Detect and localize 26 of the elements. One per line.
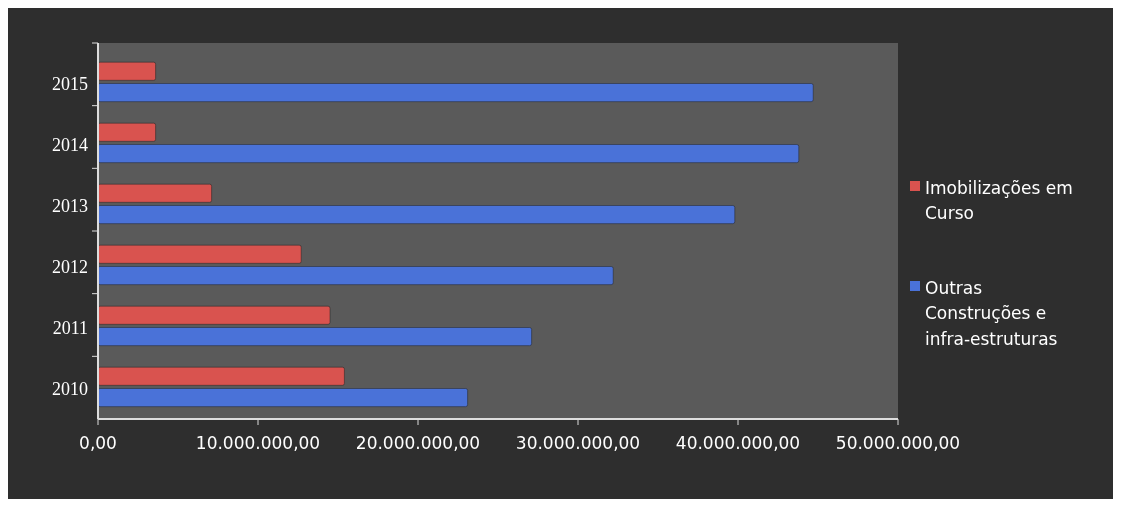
bar xyxy=(97,83,814,102)
x-tick-label: 50.000.000,00 xyxy=(835,433,961,453)
bar xyxy=(97,388,468,407)
bar xyxy=(97,266,614,285)
bar xyxy=(97,183,212,203)
y-tick-label: 2011 xyxy=(52,317,88,338)
x-tick-label: 10.000.000,00 xyxy=(195,433,321,453)
bar xyxy=(97,244,302,264)
y-tick-label: 2014 xyxy=(52,134,88,155)
y-tick-label: 2015 xyxy=(52,73,88,94)
x-tick-label: 20.000.000,00 xyxy=(355,433,481,453)
legend-label: Outras Construções e infra-estruturas xyxy=(925,277,1058,349)
legend-label: Imobilizações em Curso xyxy=(925,177,1073,224)
x-tick-label: 30.000.000,00 xyxy=(515,433,641,453)
bar xyxy=(97,205,736,224)
bar xyxy=(97,61,156,81)
x-tick-label: 40.000.000,00 xyxy=(675,433,801,453)
y-tick-label: 2013 xyxy=(52,195,88,216)
bar xyxy=(97,144,800,163)
bar xyxy=(97,122,156,142)
y-tick-label: 2010 xyxy=(52,378,88,399)
bar xyxy=(97,366,345,386)
bar xyxy=(97,327,532,346)
x-tick-label: 0,00 xyxy=(79,433,117,453)
y-tick-label: 2012 xyxy=(52,256,88,277)
bar xyxy=(97,305,331,325)
